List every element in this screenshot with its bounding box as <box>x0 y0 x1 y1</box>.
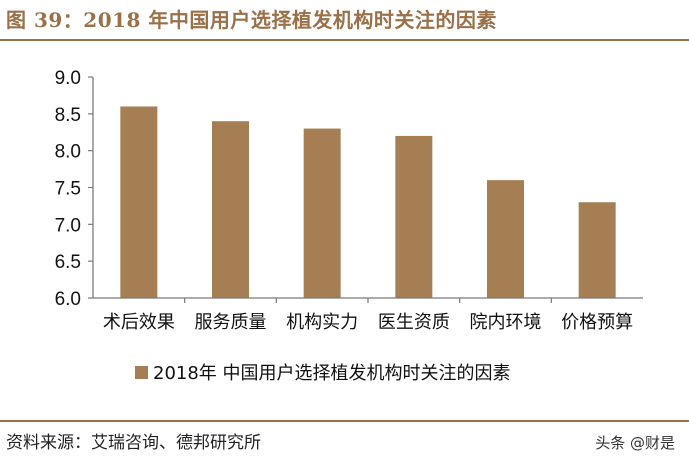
x-category-label: 价格预算 <box>561 312 633 333</box>
footer-divider <box>0 420 689 422</box>
y-tick-label: 8.0 <box>55 142 81 163</box>
legend-swatch <box>135 366 148 379</box>
x-category-label: 术后效果 <box>103 312 175 333</box>
x-category-label: 医生资质 <box>378 312 450 333</box>
bar <box>120 106 158 298</box>
bar <box>578 202 616 298</box>
axes <box>88 76 643 303</box>
source-note: 资料来源：艾瑞咨询、德邦研究所 <box>6 433 261 453</box>
bar <box>487 180 524 298</box>
legend-label: 2018年 中国用户选择植发机构时关注的因素 <box>153 363 511 384</box>
bar-chart: 6.0 6.5 7.0 7.5 8.0 8.5 9.0 术后效果 服务质量 机构实力 医生资质 院内… <box>55 68 643 384</box>
y-tick-label: 6.5 <box>55 252 81 273</box>
y-axis-ticks: 6.0 6.5 7.0 7.5 8.0 8.5 9.0 <box>55 68 81 310</box>
y-tick-label: 7.5 <box>55 179 81 200</box>
x-category-label: 机构实力 <box>286 312 358 333</box>
figure-title: 图 39：2018 年中国用户选择植发机构时关注的因素 <box>6 8 497 32</box>
legend: 2018年 中国用户选择植发机构时关注的因素 <box>135 363 511 384</box>
bar-series <box>120 106 616 298</box>
x-axis-labels: 术后效果 服务质量 机构实力 医生资质 院内环境 价格预算 <box>103 312 633 333</box>
bar <box>303 128 341 298</box>
bar <box>395 135 433 298</box>
x-category-label: 服务质量 <box>195 312 267 333</box>
x-category-label: 院内环境 <box>470 312 542 333</box>
bar <box>212 121 249 298</box>
y-tick-label: 9.0 <box>55 68 81 89</box>
y-tick-label: 6.0 <box>55 289 81 310</box>
y-tick-label: 7.0 <box>55 215 81 236</box>
watermark: 头条 @财是 <box>595 434 675 452</box>
title-divider <box>0 39 689 41</box>
y-tick-label: 8.5 <box>55 105 81 126</box>
